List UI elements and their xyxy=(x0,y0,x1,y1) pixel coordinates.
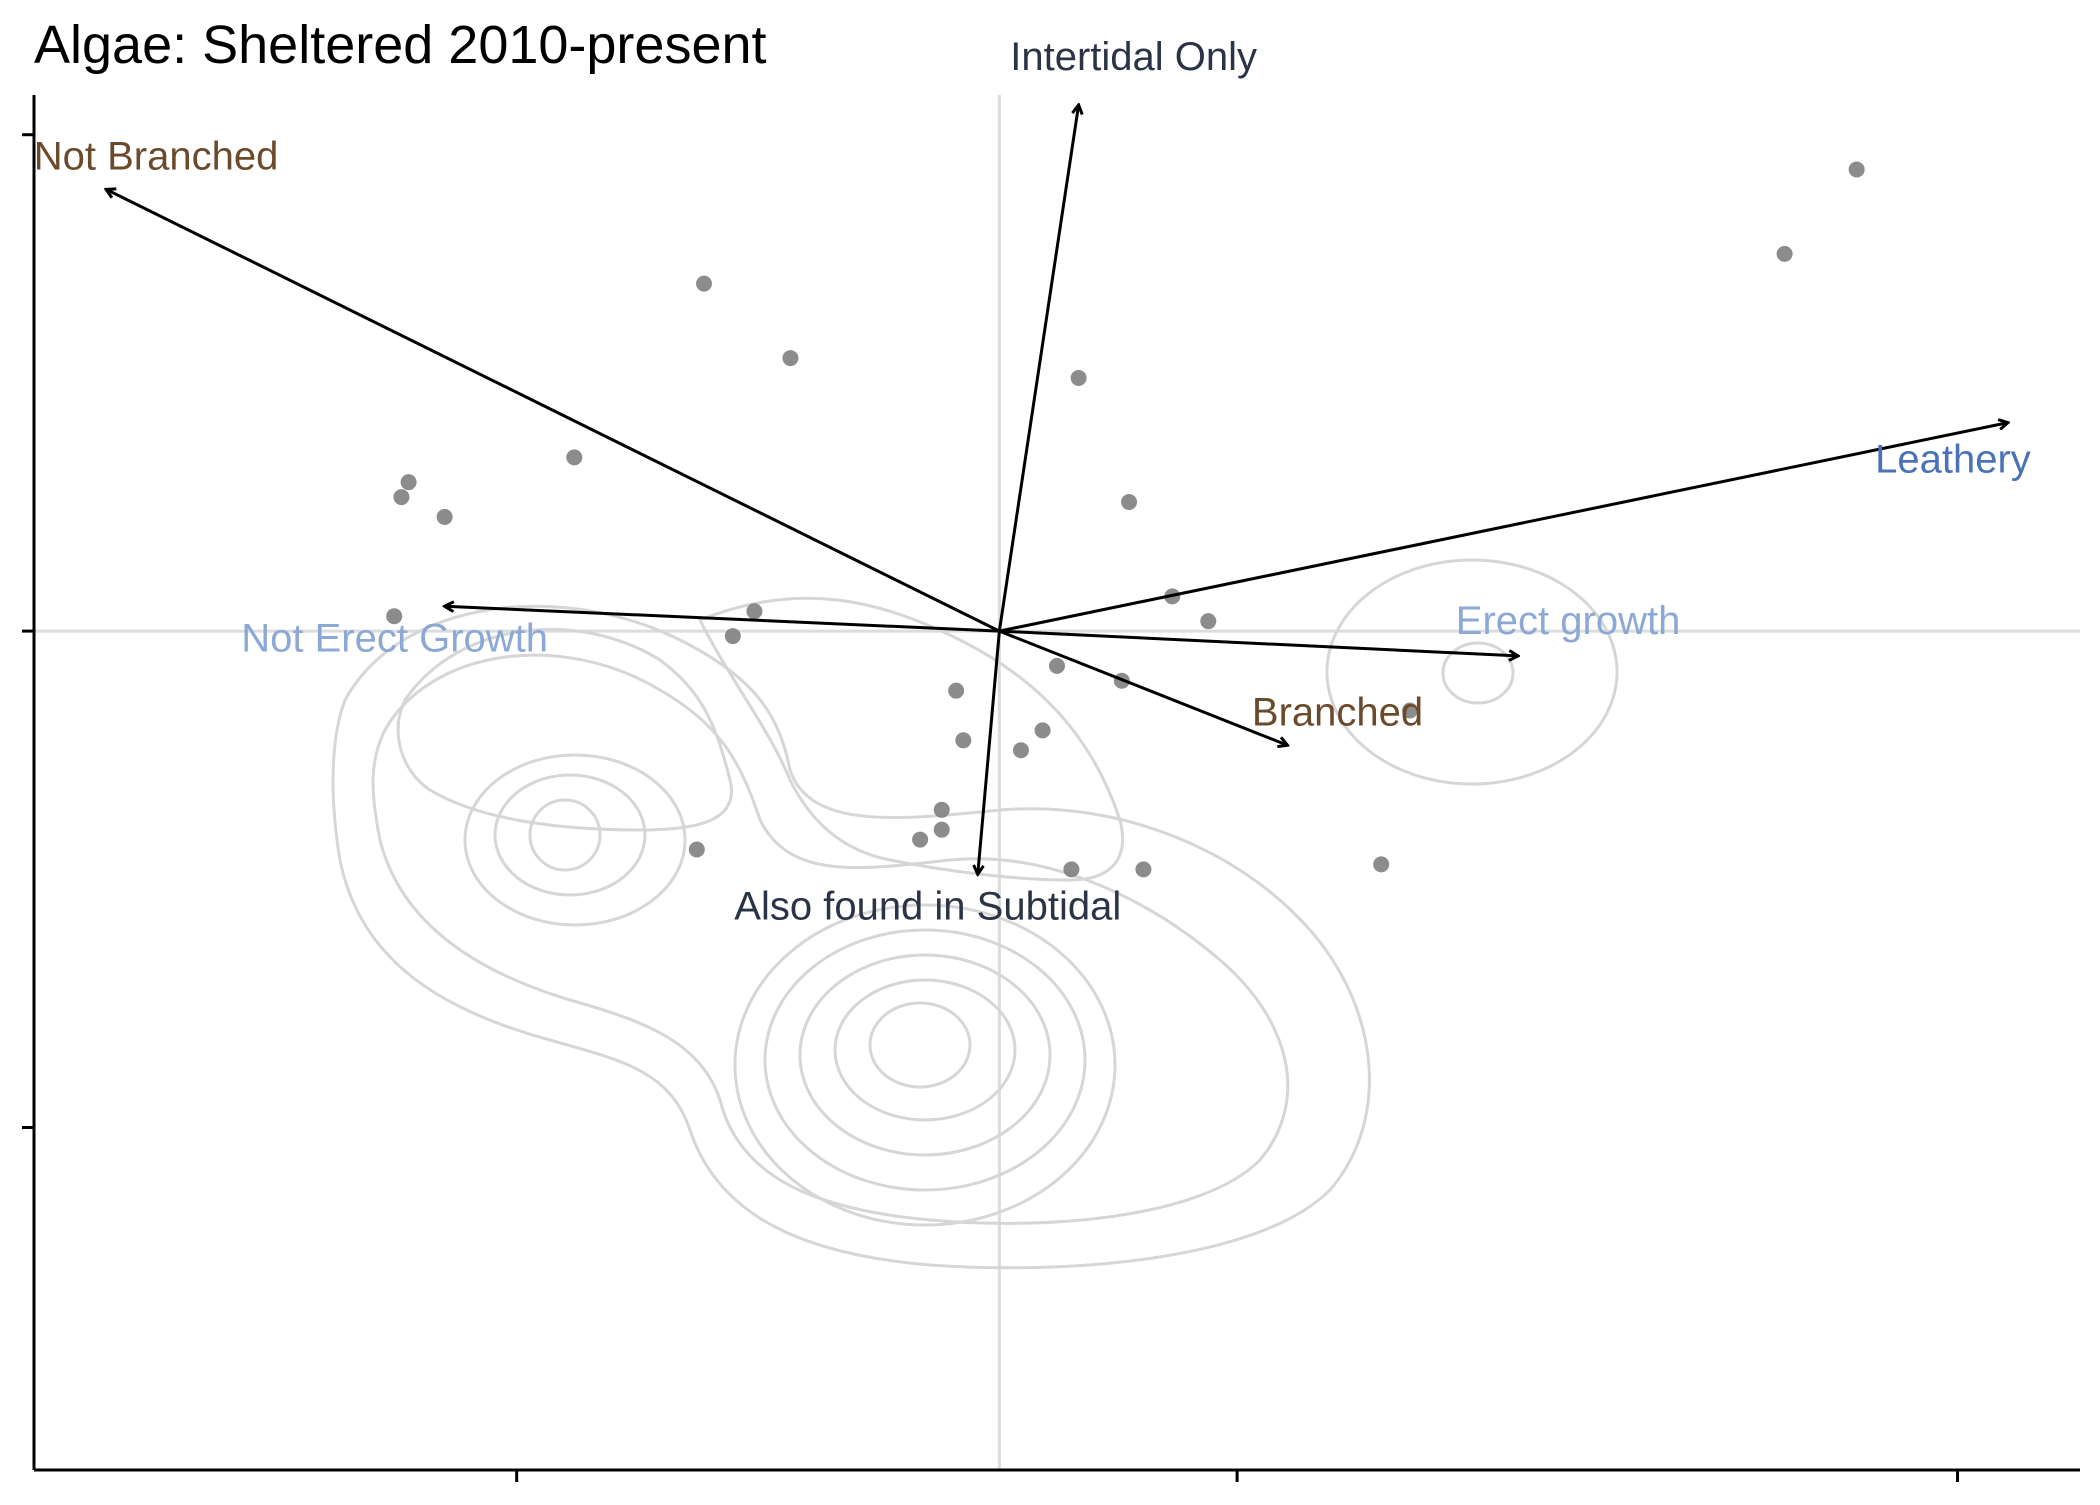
vector-label: Leathery xyxy=(1875,438,2031,482)
data-point xyxy=(955,732,972,749)
data-point xyxy=(688,841,705,858)
data-point xyxy=(912,831,929,848)
data-point xyxy=(1063,861,1080,878)
data-point xyxy=(1848,161,1865,178)
data-point xyxy=(393,489,410,506)
vector-label: Intertidal Only xyxy=(1010,35,1257,79)
data-point xyxy=(1373,856,1390,873)
data-point xyxy=(782,350,799,367)
data-point xyxy=(948,682,965,699)
data-point xyxy=(566,449,583,466)
reference-lines xyxy=(34,95,2080,1470)
vectors: Intertidal Only Not Branched Leathery Erect… xyxy=(34,35,2031,928)
data-point xyxy=(933,801,950,818)
vector-arrow xyxy=(106,189,1001,633)
data-point xyxy=(400,474,417,491)
vector-label: Branched xyxy=(1252,690,1423,734)
vector-arrow xyxy=(978,630,1001,874)
vector-label: Not Erect Growth xyxy=(241,616,548,660)
density-contours xyxy=(331,558,1619,1270)
data-point xyxy=(1034,722,1051,739)
data-point xyxy=(746,603,763,620)
data-point xyxy=(1135,861,1152,878)
data-point xyxy=(1776,245,1793,262)
data-point xyxy=(1070,369,1087,386)
data-point xyxy=(1121,494,1138,511)
vector-arrow xyxy=(997,105,1078,632)
vector-label: Erect growth xyxy=(1456,599,1681,643)
axes xyxy=(22,95,2080,1482)
data-point xyxy=(1200,613,1217,630)
points xyxy=(386,161,1865,878)
vector-label: Also found in Subtidal xyxy=(734,884,1121,928)
data-point xyxy=(1402,702,1419,719)
vector-arrow xyxy=(999,629,1518,656)
vector-arrow xyxy=(445,606,1000,633)
data-point xyxy=(436,508,453,525)
data-point xyxy=(386,608,403,625)
data-point xyxy=(933,821,950,838)
vector-arrow xyxy=(999,423,2008,633)
vector-arrow xyxy=(998,629,1287,745)
vector-label: Not Branched xyxy=(34,134,279,178)
data-point xyxy=(1012,742,1029,759)
data-point xyxy=(695,275,712,292)
data-point xyxy=(1049,657,1065,674)
data-point xyxy=(724,628,741,645)
chart-title: Algae: Sheltered 2010-present xyxy=(34,15,767,75)
